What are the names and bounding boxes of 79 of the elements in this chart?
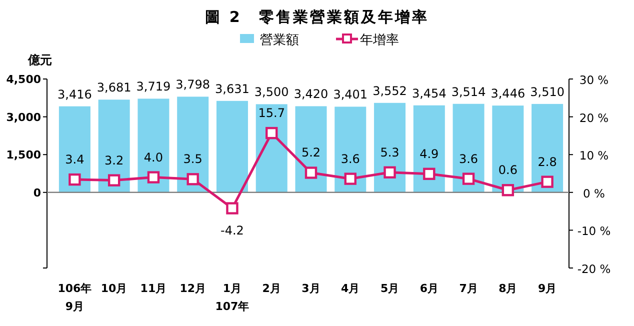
point <box>266 126 278 140</box>
bar <box>98 100 130 192</box>
y2-tick-label: 10 % <box>579 148 609 163</box>
point <box>423 168 436 180</box>
x-tick-label: 8月 <box>498 282 518 295</box>
y2-tick-label: -20 % <box>577 262 611 276</box>
data-label: 4.0 <box>144 150 164 164</box>
legend-label: 營業額 <box>260 33 299 48</box>
x-tick-label: 11月 <box>140 282 167 295</box>
data-label: 3,500 <box>254 85 289 100</box>
data-label: -4.2 <box>220 223 244 238</box>
data-label: 3,416 <box>58 87 92 102</box>
data-label: 3,446 <box>490 86 526 101</box>
x-tick-label: 6月 <box>420 282 438 295</box>
x-tick-label: 7月 <box>459 282 478 295</box>
point <box>304 166 318 179</box>
data-label: 3.6 <box>458 152 478 166</box>
x-tick-label: 9月 <box>538 282 557 295</box>
data-label: 3,454 <box>412 86 446 100</box>
x-tick-label: 106年 9月 <box>58 282 92 313</box>
bar <box>58 106 90 192</box>
x-tick-label: 10月 <box>100 282 128 295</box>
x-tick-label: 3月 <box>302 282 320 295</box>
data-label: 3,631 <box>215 82 250 96</box>
y2-tick-label: 0 % <box>583 186 606 200</box>
y-tick-label: 3,000 <box>6 110 42 124</box>
bar <box>138 98 170 192</box>
data-label: 3,420 <box>294 87 328 102</box>
point <box>108 174 120 186</box>
bar <box>374 102 406 192</box>
data-label: 5.2 <box>301 146 321 160</box>
x-tick-label: 5月 <box>380 282 400 295</box>
point <box>147 171 160 184</box>
bar <box>295 106 327 192</box>
data-label: 3,681 <box>96 80 132 95</box>
data-label: 3.4 <box>65 152 84 167</box>
bar <box>216 100 248 192</box>
chart-title: 圖 2 零售業營業額及年增率 <box>205 8 429 26</box>
y-tick-label: 1,500 <box>6 148 42 162</box>
data-label: 4.9 <box>420 146 439 161</box>
data-label: 3,552 <box>372 84 407 98</box>
point <box>344 172 356 185</box>
y-axis-title: 億元 <box>27 53 52 67</box>
data-label: 3,401 <box>333 88 368 102</box>
x-tick-label: 2月 <box>262 282 281 295</box>
y-tick-label: 0 <box>33 186 42 200</box>
y2-tick-label: -10 % <box>577 224 611 238</box>
data-label: 3.6 <box>340 152 360 166</box>
x-tick-label: 12月 <box>180 282 206 295</box>
data-label: 2.8 <box>538 154 557 169</box>
data-label: 3,719 <box>136 80 171 94</box>
x-tick-label: 1月 107年 <box>215 282 250 313</box>
data-label: 15.7 <box>258 106 285 120</box>
bar <box>334 106 366 192</box>
bar <box>532 104 564 192</box>
point <box>68 173 81 186</box>
y2-tick-label: 30 % <box>579 73 609 87</box>
y-tick-label: 4,500 <box>6 73 42 86</box>
data-label: 5.3 <box>380 145 400 160</box>
point <box>186 173 199 186</box>
point <box>502 184 514 196</box>
point <box>226 202 238 214</box>
data-label: 3.2 <box>104 153 124 168</box>
legend-label: 年增率 <box>360 32 399 48</box>
y2-tick-label: 20 % <box>579 110 609 125</box>
point <box>384 166 396 178</box>
point <box>541 176 554 188</box>
x-tick-label: 4月 <box>341 282 360 295</box>
data-label: 3,798 <box>176 78 210 92</box>
bar <box>492 106 524 192</box>
bar <box>256 104 288 192</box>
bar <box>177 96 209 192</box>
data-label: 3,510 <box>530 84 564 99</box>
data-label: 0.6 <box>498 163 518 178</box>
point <box>462 172 475 185</box>
data-label: 3,514 <box>451 84 486 99</box>
bar <box>413 105 445 192</box>
bar <box>452 104 484 192</box>
data-label: 3.5 <box>183 152 202 166</box>
